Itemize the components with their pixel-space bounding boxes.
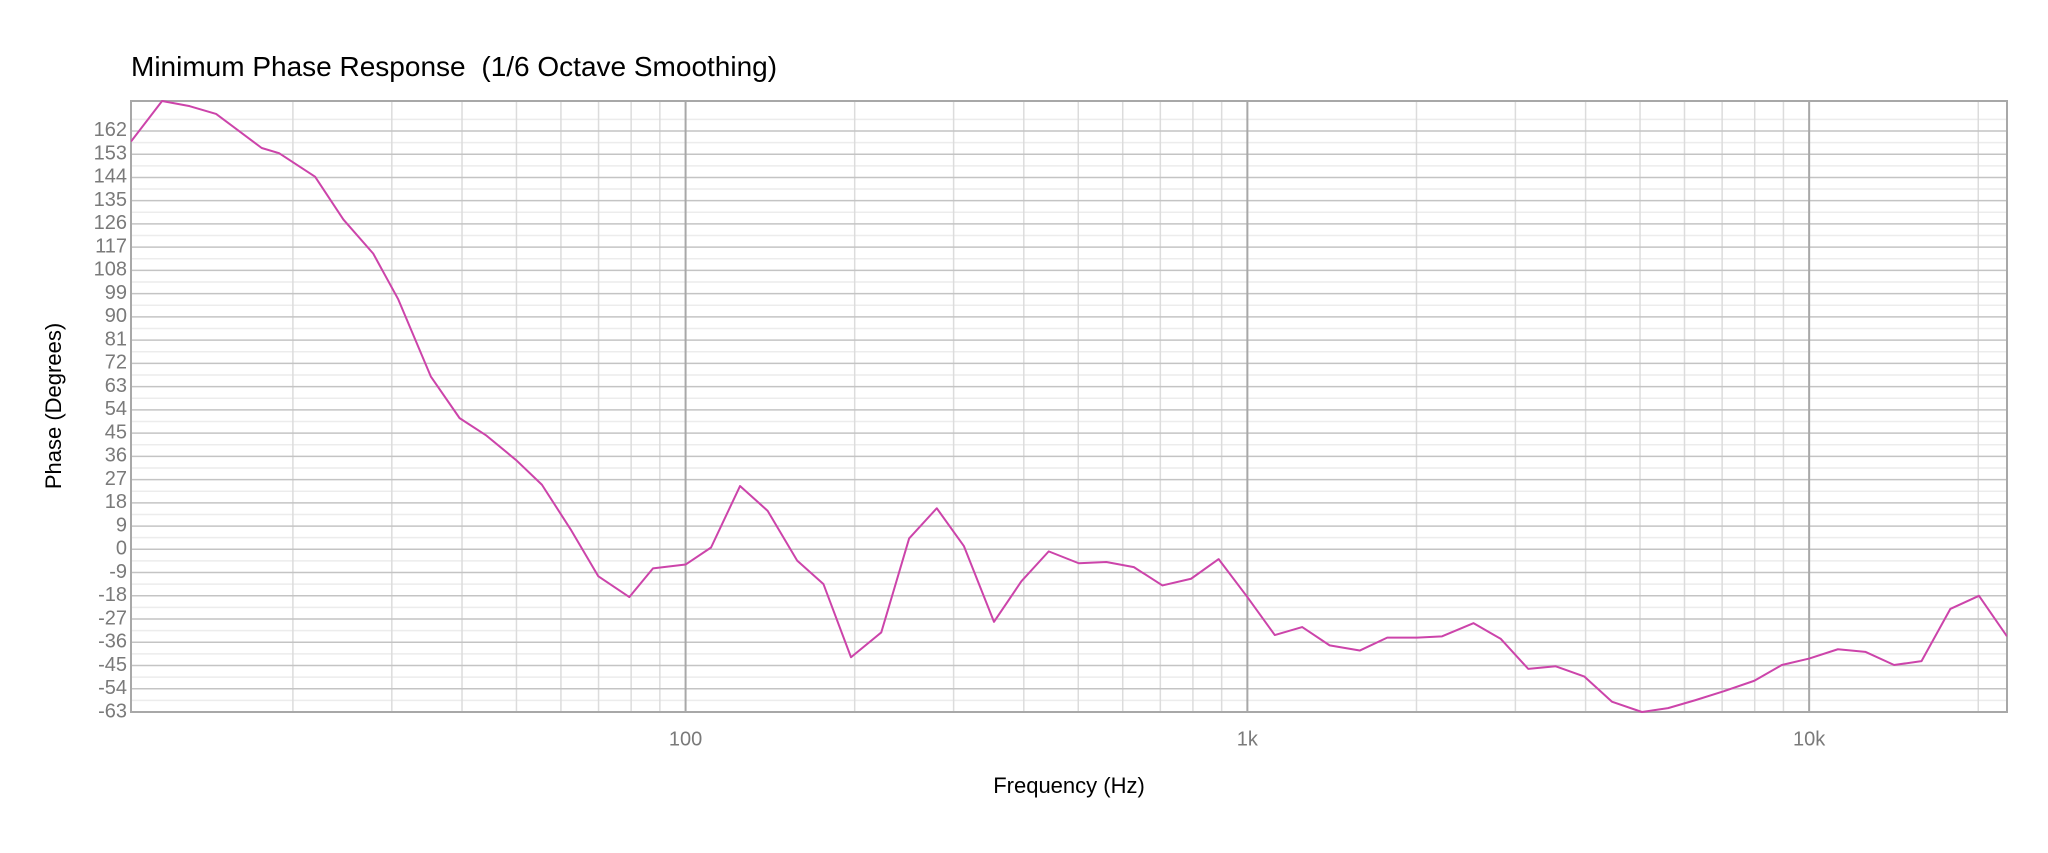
y-tick-label: 117 [95, 235, 127, 257]
y-tick-label: -27 [98, 607, 127, 629]
y-tick-label: 54 [105, 398, 127, 420]
chart-title: Minimum Phase Response [131, 51, 466, 82]
y-tick-label: -45 [98, 654, 127, 676]
y-tick-label: -18 [98, 584, 127, 606]
y-tick-label: 162 [94, 119, 127, 141]
y-tick-label: 153 [94, 142, 127, 164]
y-tick-label: -36 [98, 631, 127, 653]
y-tick-label: 108 [94, 259, 127, 281]
y-tick-label: 90 [105, 305, 127, 327]
y-axis-title: Phase (Degrees) [41, 323, 66, 489]
y-tick-label: 99 [105, 282, 127, 304]
plot-border [130, 100, 2008, 713]
y-tick-label: 135 [94, 189, 127, 211]
y-tick-label: 144 [94, 166, 127, 188]
y-tick-label: 63 [105, 375, 127, 397]
x-axis-title: Frequency (Hz) [993, 773, 1145, 798]
y-tick-label: 9 [116, 514, 127, 536]
x-tick-label: 1k [1237, 728, 1259, 750]
y-tick-label: 126 [94, 212, 127, 234]
y-tick-label: 72 [105, 352, 127, 374]
data-line [131, 100, 2007, 713]
y-tick-label: 81 [105, 328, 127, 350]
x-tick-label: 10k [1793, 728, 1826, 750]
y-tick-label: 0 [116, 538, 127, 560]
y-tick-label: 18 [105, 491, 127, 513]
y-tick-label: -9 [109, 561, 127, 583]
chart-title-group: Minimum Phase Response (1/6 Octave Smoot… [131, 51, 777, 82]
y-tick-label: -63 [98, 700, 127, 722]
y-tick-label: 27 [105, 468, 127, 490]
y-tick-label: 45 [105, 421, 127, 443]
y-tick-label: 36 [105, 445, 127, 467]
y-tick-label: -54 [98, 677, 127, 699]
x-tick-label: 100 [669, 728, 702, 750]
chart-subtitle: (1/6 Octave Smoothing) [481, 51, 777, 82]
